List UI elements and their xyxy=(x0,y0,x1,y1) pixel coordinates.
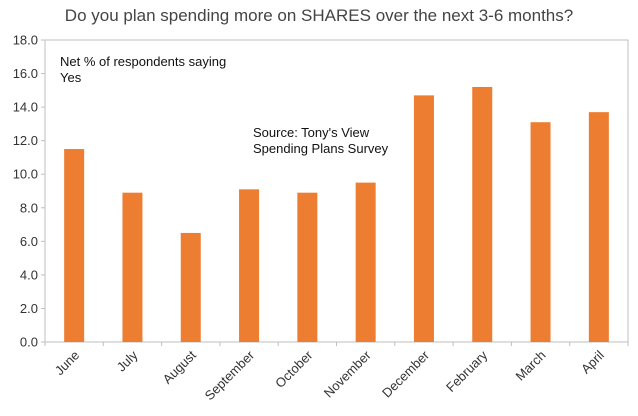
y-tick-label: 18.0 xyxy=(13,33,38,48)
bar-october xyxy=(297,192,318,342)
x-tick-label: December xyxy=(379,347,432,400)
y-tick-label: 8.0 xyxy=(20,200,38,215)
bar-march xyxy=(530,122,551,342)
y-tick-label: 2.0 xyxy=(20,301,38,316)
y-tick-label: 10.0 xyxy=(13,167,38,182)
annotation-source-line1: Source: Tony's View xyxy=(253,125,370,140)
bar-september xyxy=(239,189,260,342)
y-tick-label: 0.0 xyxy=(20,335,38,350)
x-tick-label: November xyxy=(321,347,374,400)
x-tick-label: October xyxy=(272,347,316,391)
bar-february xyxy=(472,86,493,342)
x-tick-label: September xyxy=(202,347,258,403)
annotation-source-line2: Spending Plans Survey xyxy=(253,141,389,156)
x-tick-label: July xyxy=(114,347,141,374)
bar-april xyxy=(588,112,609,343)
annotation-respondents-line1: Net % of respondents saying xyxy=(60,54,226,69)
x-tick-label: April xyxy=(578,347,607,376)
x-tick-label: March xyxy=(513,348,549,384)
bar-july xyxy=(122,192,143,342)
x-tick-label: June xyxy=(52,348,83,379)
y-tick-label: 16.0 xyxy=(13,66,38,81)
y-tick-label: 4.0 xyxy=(20,267,38,282)
y-tick-label: 6.0 xyxy=(20,234,38,249)
x-tick-label: August xyxy=(160,347,199,386)
x-tick-label: February xyxy=(443,347,491,395)
bar-november xyxy=(355,182,376,342)
y-tick-label: 12.0 xyxy=(13,133,38,148)
bar-december xyxy=(413,95,434,342)
chart-title: Do you plan spending more on SHARES over… xyxy=(64,6,574,25)
y-tick-label: 14.0 xyxy=(13,100,38,115)
bar-august xyxy=(180,232,201,342)
annotation-respondents-line2: Yes xyxy=(60,70,82,85)
bar-june xyxy=(64,149,85,342)
